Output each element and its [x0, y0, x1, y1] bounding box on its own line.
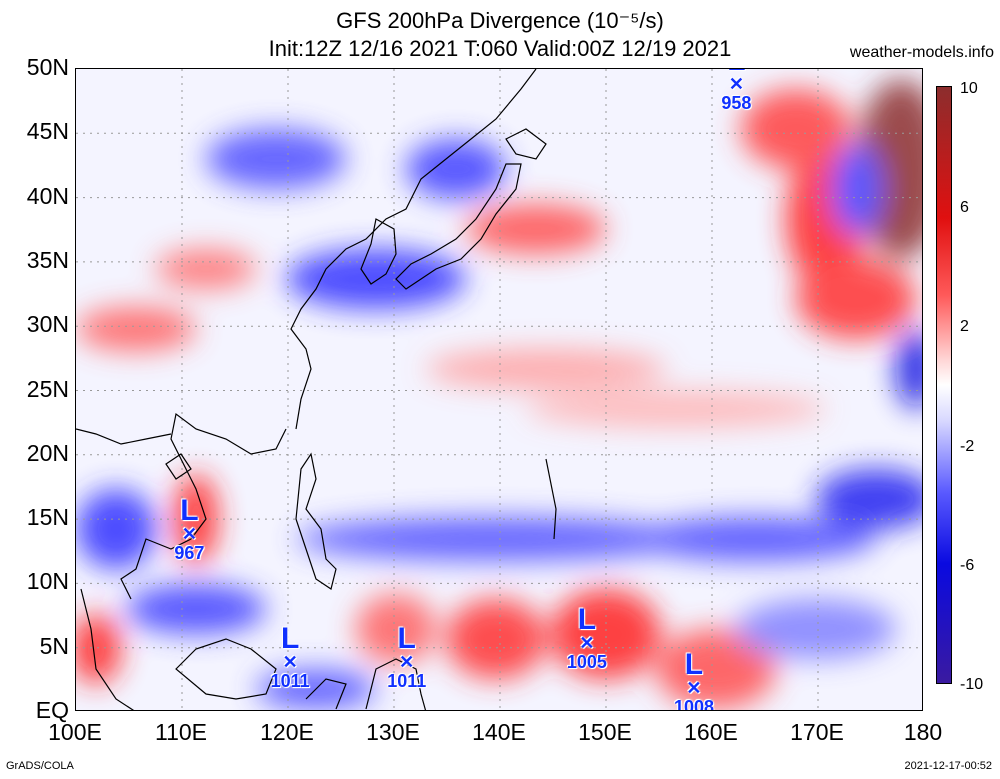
lat-label: 20N: [26, 439, 69, 466]
low-symbol: L: [180, 493, 199, 527]
map-title: GFS 200hPa Divergence (10⁻⁵/s): [336, 8, 664, 33]
lat-label: 10N: [26, 568, 69, 595]
lon-label: 130E: [366, 719, 420, 745]
low-pressure-value: 958: [721, 92, 752, 113]
colorbar-label: 10: [960, 80, 978, 97]
colorbar-label: 2: [960, 318, 969, 335]
low-center-icon: ✕: [282, 652, 298, 673]
colorbar-label: 6: [960, 199, 969, 216]
lat-label: 5N: [39, 632, 69, 659]
low-center-icon: ✕: [181, 523, 197, 544]
low-symbol: L: [696, 69, 776, 75]
colorbar: [936, 86, 952, 684]
footer-left: GrADS/COLA: [6, 760, 74, 772]
low-pressure-value: 1008: [673, 697, 714, 711]
lat-label: 50N: [26, 54, 69, 80]
lat-label: 25N: [26, 375, 69, 402]
low-symbol: L: [577, 603, 597, 637]
map-canvas: [76, 69, 922, 710]
low-center-icon: ✕: [686, 678, 702, 699]
grid-lines: [76, 69, 922, 710]
lat-label: 15N: [26, 504, 69, 531]
low-pressure-marker: L ✕ 1005: [547, 603, 627, 673]
low-pressure-value: 1005: [566, 652, 607, 673]
lon-label: 110E: [154, 719, 207, 745]
lon-label: 100E: [48, 719, 102, 745]
low-center-icon: ✕: [579, 633, 595, 654]
colorbar-label: -2: [960, 438, 975, 455]
map-subtitle: Init:12Z 12/16 2021 T:060 Valid:00Z 12/1…: [268, 36, 732, 61]
lon-label: 120E: [260, 719, 314, 745]
low-pressure-marker: L✕958: [696, 69, 776, 113]
site-credit: weather-models.info: [849, 44, 994, 61]
low-symbol: L: [280, 622, 300, 656]
low-pressure-marker: L ✕ 967: [149, 493, 229, 563]
coastlines: [76, 69, 557, 710]
low-pressure-marker: L ✕ 1008: [654, 648, 734, 711]
lon-label: 160E: [684, 719, 738, 745]
lat-label: 30N: [26, 311, 69, 338]
lat-label: 40N: [26, 182, 69, 209]
footer-right: 2021-12-17-00:52: [904, 760, 992, 772]
lon-label: 170E: [790, 719, 844, 745]
lat-label: 45N: [26, 118, 69, 145]
lat-label: EQ: [35, 697, 69, 723]
low-pressure-value: 967: [174, 542, 205, 563]
lon-label: 140E: [472, 719, 526, 745]
lat-label: 35N: [26, 246, 69, 273]
low-pressure-value: 1011: [270, 671, 310, 692]
low-pressure-value: 1011: [387, 671, 427, 692]
colorbar-label: -10: [960, 676, 984, 693]
low-symbol: L: [684, 648, 704, 682]
colorbar-label: -6: [960, 557, 975, 574]
lon-label: 150E: [578, 719, 632, 745]
divergence-field: [76, 79, 922, 709]
low-pressure-marker: L ✕ 1011: [367, 622, 447, 692]
lon-label: 180: [903, 719, 943, 745]
low-center-icon: ✕: [728, 73, 744, 94]
low-symbol: L: [397, 622, 416, 656]
low-center-icon: ✕: [399, 652, 415, 673]
low-pressure-marker: L ✕ 1011: [250, 622, 330, 692]
